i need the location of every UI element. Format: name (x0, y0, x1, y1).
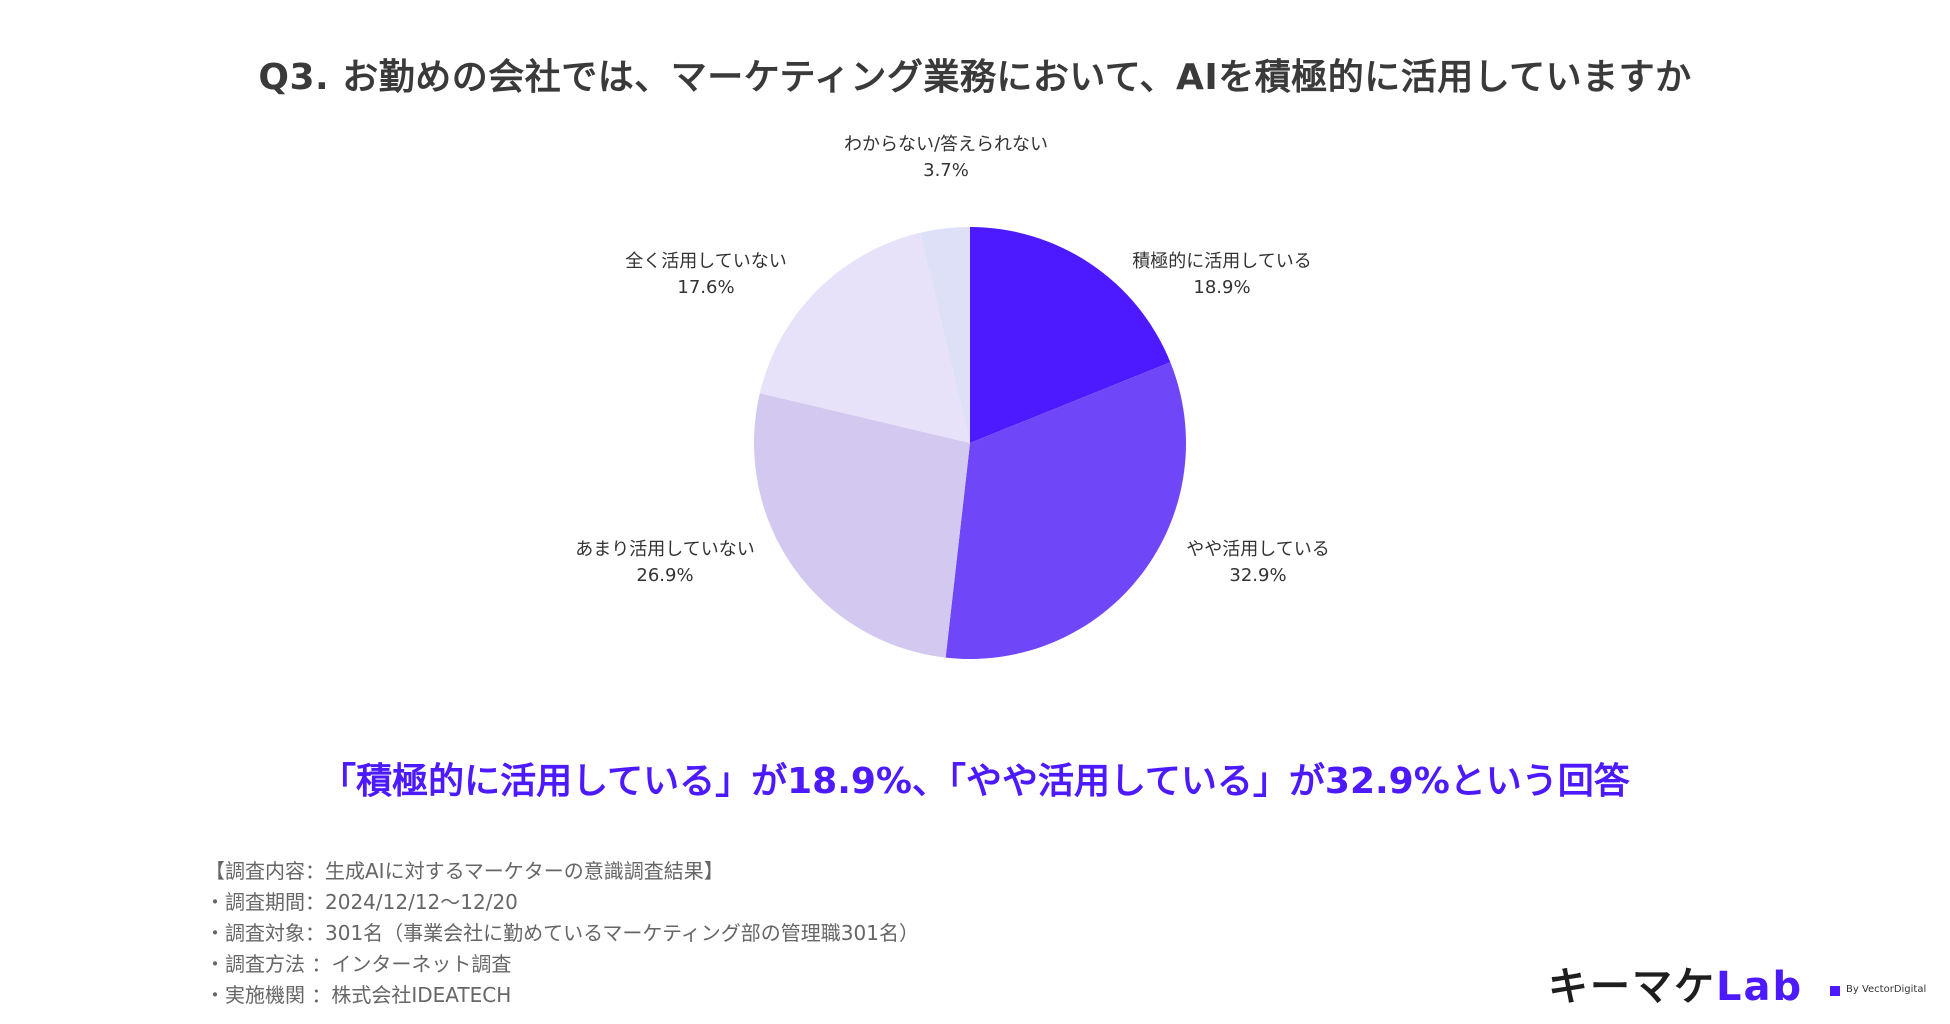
logo-wordmark: キーマケLab (1548, 954, 1803, 1012)
logo-by-text: By VectorDigital (1846, 984, 1927, 995)
footnote-survey-target: ・調査対象：301名（事業会社に勤めているマーケティング部の管理職301名） (205, 921, 919, 945)
slice-label-unknown: わからない/答えられない (844, 134, 1048, 155)
pie-slice-somewhat (945, 362, 1187, 660)
pie-chart: 積極的に活用している 18.9% やや活用している 32.9% あまり活用していない 26… (575, 134, 1330, 660)
pie-slice-unknown (920, 227, 970, 443)
slice-value-rarely: 26.9% (636, 565, 693, 586)
slice-value-active: 18.9% (1193, 277, 1250, 298)
slice-value-unknown: 3.7% (923, 160, 969, 181)
chart-title: Q3. お勤めの会社では、マーケティング業務において、AIを積極的に活用していま… (258, 57, 1692, 98)
footnote-survey-method: ・調査方法 ：インターネット調査 (205, 952, 512, 976)
logo-text-lab: Lab (1716, 964, 1804, 1010)
kimarke-lab-logo: キーマケLab By VectorDigital (1548, 954, 1938, 1010)
slice-label-rarely: あまり活用していない (575, 539, 754, 560)
footnote-survey-period: ・調査期間：2024/12/12〜12/20 (205, 890, 518, 914)
slice-label-not-at-all: 全く活用していない (625, 251, 786, 272)
logo-text-main: キーマケ (1548, 964, 1716, 1010)
pie-slice-active (970, 227, 1171, 443)
logo-dot (1830, 986, 1840, 996)
pie-slice-rarely (754, 393, 970, 658)
slice-value-not-at-all: 17.6% (677, 277, 734, 298)
pie-slice-not-at-all (759, 232, 970, 443)
footnote-survey-org: ・実施機関 ：株式会社IDEATECH (205, 983, 512, 1007)
slice-label-active: 積極的に活用している (1132, 251, 1311, 272)
slice-label-somewhat: やや活用している (1186, 539, 1329, 560)
survey-footnotes: 【調査内容：生成AIに対するマーケターの意識調査結果】 ・調査期間：2024/1… (205, 856, 919, 1011)
headline-summary: 「積極的に活用している」が18.9%、「やや活用している」が32.9%という回答 (320, 761, 1630, 802)
slice-value-somewhat: 32.9% (1229, 565, 1286, 586)
footnote-survey-content: 【調査内容：生成AIに対するマーケターの意識調査結果】 (205, 859, 724, 883)
